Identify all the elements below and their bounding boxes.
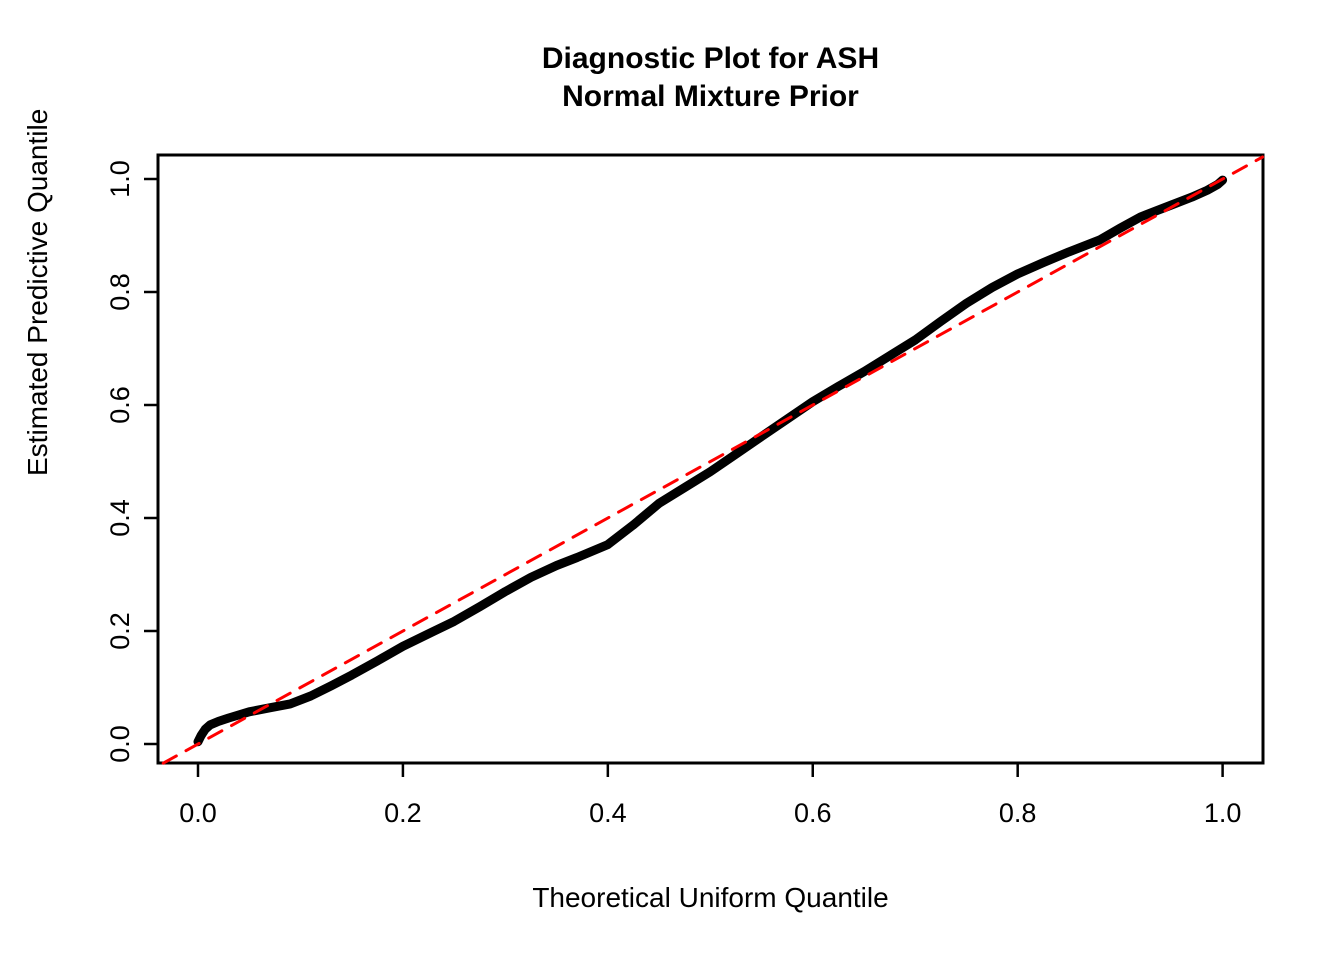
chart-title: Diagnostic Plot for ASH Normal Mixture P…	[158, 40, 1263, 116]
x-axis-tick-label: 0.8	[999, 798, 1037, 828]
y-axis-tick-label: 0.8	[105, 273, 135, 311]
identity-reference-line	[161, 155, 1265, 765]
y-axis-title: Estimated Predictive Quantile	[22, 108, 53, 476]
plot-box	[156, 153, 1265, 765]
x-axis-tick-label: 0.4	[589, 798, 627, 828]
ash-estimated-predictive-quantiles	[193, 175, 1228, 747]
y-axis-tick-label: 0.2	[105, 612, 135, 650]
y-axis-tick-label: 0.6	[105, 386, 135, 424]
chart-title-line1: Diagnostic Plot for ASH	[541, 42, 880, 75]
x-axis-tick-label: 0.6	[794, 798, 832, 828]
chart-title-line2: Normal Mixture Prior	[562, 80, 859, 113]
y-axis-tick-label: 0.0	[105, 725, 135, 763]
x-axis-tick-label: 0.2	[384, 798, 422, 828]
x-axis-tick-label: 1.0	[1204, 798, 1242, 828]
y-axis-tick-label: 0.4	[105, 499, 135, 537]
x-axis-tick-label: 0.0	[179, 798, 217, 828]
y-axis-tick-label: 1.0	[105, 160, 135, 198]
x-axis-title: Theoretical Uniform Quantile	[532, 882, 889, 913]
